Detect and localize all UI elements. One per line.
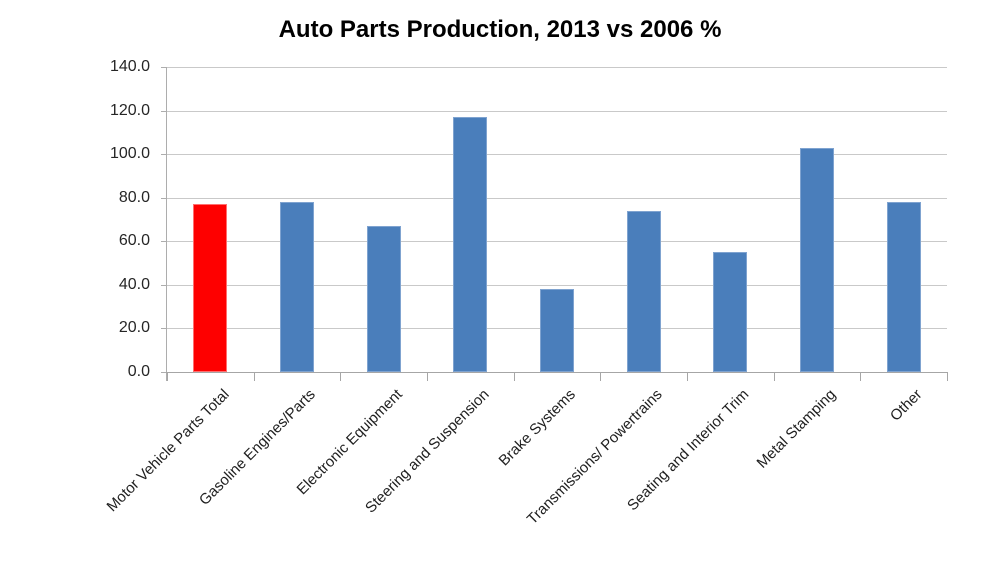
bar-metal-stamping xyxy=(800,147,834,372)
x-category-label-metal-stamping: Metal Stamping xyxy=(753,386,840,472)
x-axis-tick xyxy=(600,372,602,381)
x-axis-line xyxy=(166,372,947,373)
x-axis-tick xyxy=(167,372,168,381)
bar-brake-systems xyxy=(540,289,574,372)
y-tick-label: 0.0 xyxy=(127,363,150,380)
x-axis-tick xyxy=(947,372,948,381)
bar-steering-and-suspension xyxy=(453,117,488,372)
y-axis-tick xyxy=(161,372,167,373)
y-axis-tick xyxy=(161,241,167,243)
y-tick-label: 140.0 xyxy=(109,58,150,75)
y-axis-tick xyxy=(161,110,167,112)
y-gridline-100.0 xyxy=(167,154,947,156)
bar-transmissions-powertrains xyxy=(626,210,661,372)
y-gridline-80.0 xyxy=(167,197,947,199)
y-gridline-140.0 xyxy=(167,67,947,68)
y-tick-label: 20.0 xyxy=(118,319,150,337)
bar-seating-and-interior-trim xyxy=(713,252,748,372)
x-axis-tick xyxy=(340,372,342,381)
y-tick-label: 120.0 xyxy=(109,101,150,119)
x-axis-tick xyxy=(427,372,428,381)
y-tick-label: 60.0 xyxy=(118,232,150,250)
x-category-label-other: Other xyxy=(887,386,926,425)
x-axis-tick xyxy=(513,372,515,381)
y-tick-label: 100.0 xyxy=(109,145,150,163)
y-axis-tick xyxy=(161,284,167,286)
y-tick-label: 80.0 xyxy=(118,188,150,206)
y-axis-tick xyxy=(161,67,167,68)
y-axis-tick xyxy=(161,197,167,199)
x-axis-tick xyxy=(687,372,688,381)
y-axis-tick xyxy=(161,328,167,330)
x-axis-tick xyxy=(773,372,775,381)
bar-electronic-equipment xyxy=(366,226,401,372)
x-axis-tick xyxy=(253,372,255,381)
y-tick-label: 40.0 xyxy=(118,275,150,293)
bar-motor-vehicle-parts-total xyxy=(193,204,228,372)
y-axis-line xyxy=(166,67,167,381)
y-gridline-40.0 xyxy=(167,284,947,286)
x-axis-tick xyxy=(860,372,862,381)
x-category-label-brake-systems: Brake Systems xyxy=(495,386,580,470)
bar-other xyxy=(886,202,921,372)
y-axis-tick xyxy=(161,154,167,156)
y-gridline-60.0 xyxy=(167,241,947,243)
bar-gasoline-engines-parts xyxy=(280,202,314,372)
chart-title: Auto Parts Production, 2013 vs 2006 % xyxy=(278,16,722,43)
y-gridline-120.0 xyxy=(167,110,947,112)
